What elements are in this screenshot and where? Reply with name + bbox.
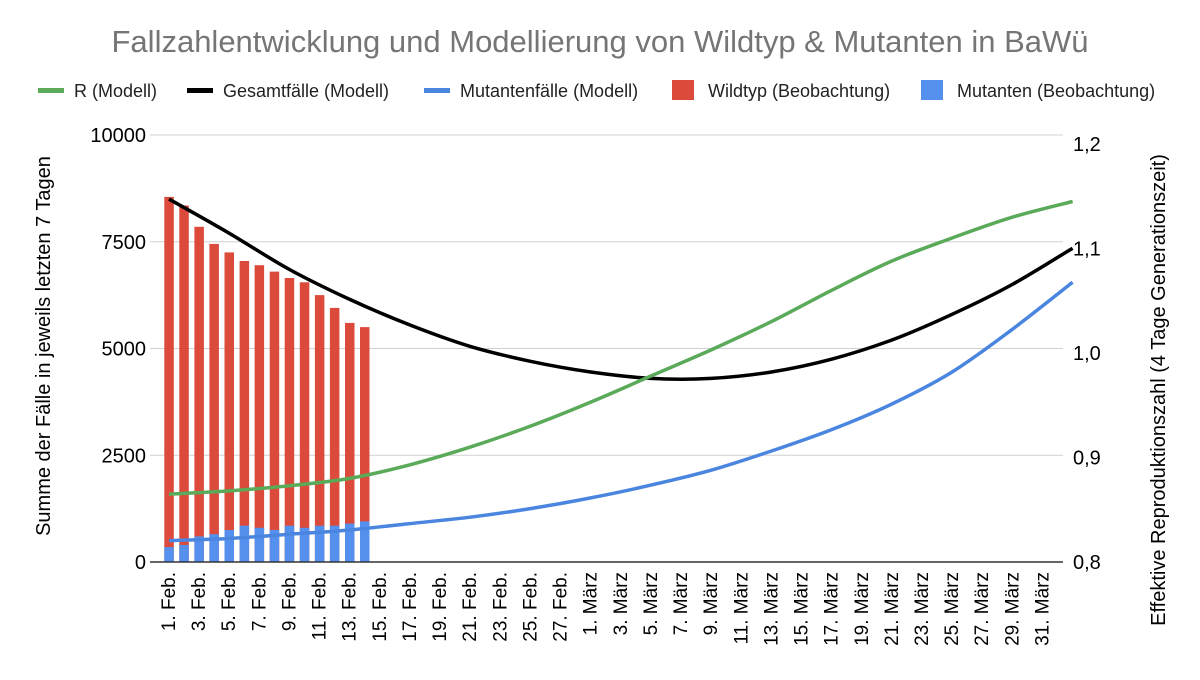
legend-swatch <box>921 80 943 100</box>
wildtype-bar <box>239 261 250 562</box>
x-tick-label: 5. März <box>641 572 662 635</box>
wildtype-bars <box>164 196 370 563</box>
legend-label: Mutantenfälle (Modell) <box>460 81 638 101</box>
x-tick-label: 27. März <box>972 572 993 646</box>
x-tick-label: 9. März <box>701 572 722 635</box>
mutant-bar <box>239 525 250 562</box>
mutant-bar <box>224 530 234 562</box>
legend-label: Gesamtfälle (Modell) <box>223 81 389 101</box>
mutant-cases-model-line <box>168 280 1074 543</box>
y-left-tick-label: 10000 <box>90 125 146 147</box>
legend-swatch <box>38 88 64 93</box>
legend-swatch <box>672 80 694 100</box>
x-tick-label: 25. März <box>942 572 963 646</box>
x-tick-label: 1. Feb. <box>159 572 180 631</box>
wildtype-bar <box>179 205 189 562</box>
wildtype-bar <box>269 271 280 562</box>
mutant-bar <box>329 525 340 562</box>
x-tick-label: 7. Feb. <box>249 572 270 631</box>
x-tick-label: 11. Feb. <box>310 572 331 640</box>
mutant-bar <box>284 525 295 562</box>
x-tick-label: 7. März <box>671 572 692 635</box>
wildtype-bar <box>164 196 174 562</box>
total-cases-model-line <box>168 197 1074 381</box>
wildtype-bar <box>345 322 355 562</box>
y-right-tick-label: 0,9 <box>1073 448 1101 470</box>
x-tick-label: 11. März <box>731 572 752 645</box>
y-left-tick-label: 2500 <box>102 445 147 467</box>
mutant-bar <box>194 536 204 562</box>
x-tick-label: 23. Feb. <box>490 572 511 642</box>
legend-item-total_model: Gesamtfälle (Modell) <box>187 81 389 101</box>
x-tick-label: 17. März <box>822 572 843 646</box>
mutant-bar <box>345 523 355 562</box>
x-tick-label: 5. Feb. <box>219 572 240 631</box>
y-right-tick-label: 0,8 <box>1073 552 1101 574</box>
x-tick-label: 1. März <box>581 572 602 635</box>
x-tick-label: 27. Feb. <box>551 572 572 642</box>
legend-swatch <box>424 88 450 93</box>
wildtype-bar <box>314 295 325 562</box>
wildtype-bar <box>254 265 265 562</box>
wildtype-bar <box>360 327 370 562</box>
chart-title: Fallzahlentwicklung und Modellierung von… <box>112 24 1089 59</box>
y-left-tick-labels: 0 2500 5000 7500 10000 <box>90 125 146 574</box>
x-tick-label: 17. Feb. <box>400 572 421 642</box>
legend: R (Modell) Gesamtfälle (Modell) Mutantenfä… <box>38 80 1155 101</box>
y-right-tick-label: 1,2 <box>1073 134 1101 156</box>
legend-label: R (Modell) <box>74 81 157 101</box>
x-tick-label: 13. Feb. <box>340 572 361 642</box>
r-model-line <box>168 199 1074 496</box>
legend-label: Wildtyp (Beobachtung) <box>708 81 890 101</box>
y-right-axis-label: Effektive Reproduktionszahl (4 Tage Gene… <box>1148 154 1170 626</box>
y-left-tick-label: 7500 <box>102 232 147 254</box>
wildtype-bar <box>284 278 295 562</box>
legend-item-mutant_model: Mutantenfälle (Modell) <box>424 81 638 101</box>
mutant-bar <box>164 547 174 562</box>
legend-item-r_model: R (Modell) <box>38 81 157 101</box>
wildtype-bar <box>299 282 310 562</box>
legend-item-mutant_obs: Mutanten (Beobachtung) <box>921 80 1155 101</box>
x-tick-label: 13. März <box>761 572 782 646</box>
mutant-bar <box>269 530 280 562</box>
x-tick-label: 21. März <box>882 572 903 646</box>
x-tick-label: 21. Feb. <box>460 572 481 642</box>
x-tick-label: 19. Feb. <box>430 572 451 642</box>
legend-swatch <box>187 88 213 93</box>
mutant-bar <box>314 525 325 562</box>
x-tick-label: 19. März <box>852 572 873 646</box>
wildtype-bar <box>224 252 234 562</box>
mutant-bar <box>179 544 189 562</box>
x-tick-label: 25. Feb. <box>520 572 541 642</box>
x-tick-label: 15. Feb. <box>370 572 391 642</box>
y-right-tick-labels: 0,8 0,9 1,0 1,1 1,2 <box>1073 134 1101 574</box>
x-tick-label: 3. Feb. <box>189 572 210 631</box>
mutant-bar <box>360 521 370 562</box>
x-tick-label: 31. März <box>1033 572 1054 646</box>
y-left-axis-label: Summe der Fälle in jeweils letzten 7 Tag… <box>33 156 55 536</box>
x-tick-label: 29. März <box>1002 572 1023 646</box>
y-left-tick-label: 5000 <box>102 339 147 361</box>
wildtype-bar <box>194 226 204 563</box>
y-left-tick-label: 0 <box>135 552 146 574</box>
x-tick-labels: 1. Feb. 3. Feb. 5. Feb. 7. Feb. 9. Feb. 11. F… <box>159 572 1054 646</box>
legend-item-wildtype_obs: Wildtyp (Beobachtung) <box>672 80 890 101</box>
x-tick-label: 23. März <box>912 572 933 646</box>
mutant-bar <box>254 527 265 562</box>
x-tick-label: 3. März <box>611 572 632 635</box>
mutant-bars <box>164 521 370 562</box>
wildtype-bar <box>329 307 340 562</box>
y-right-tick-label: 1,0 <box>1073 343 1101 365</box>
wildtype-bar <box>209 243 219 562</box>
y-right-tick-label: 1,1 <box>1073 239 1101 261</box>
x-tick-label: 9. Feb. <box>280 572 301 631</box>
legend-label: Mutanten (Beobachtung) <box>957 81 1155 101</box>
x-tick-label: 15. März <box>792 572 813 646</box>
mutant-bar <box>299 527 310 562</box>
mutant-bar <box>209 534 219 562</box>
